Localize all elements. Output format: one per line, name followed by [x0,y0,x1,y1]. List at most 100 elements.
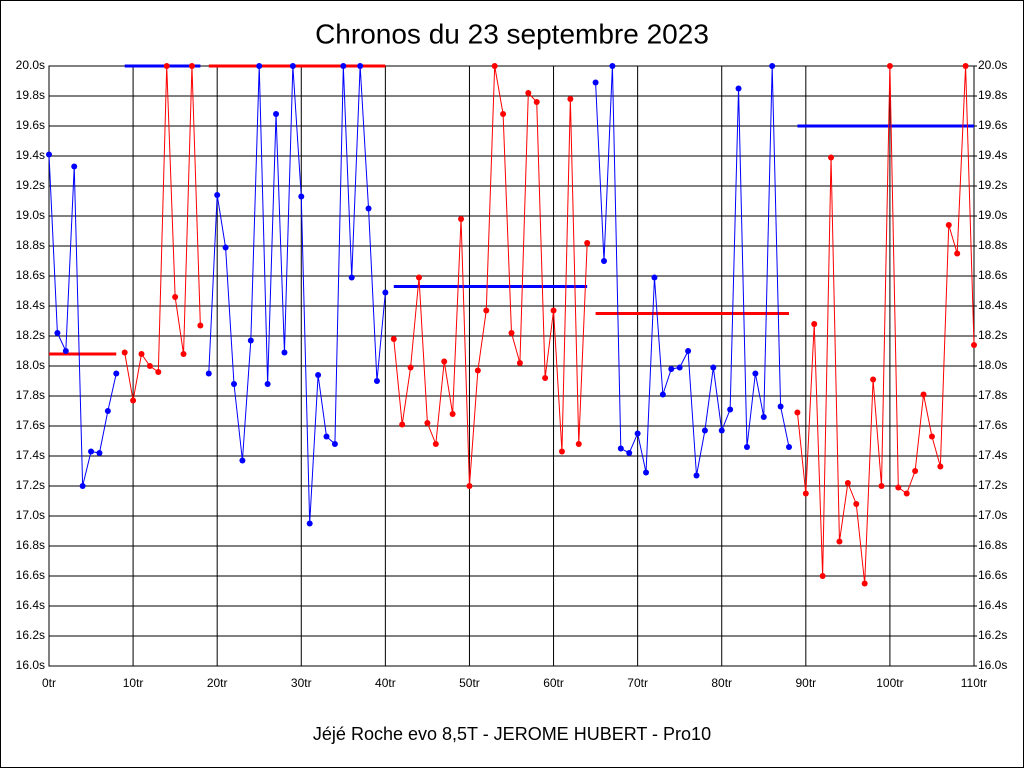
data-point [954,250,961,257]
data-point [466,483,473,489]
y-tick-label: 18.6s [16,268,45,282]
data-point [794,409,801,416]
data-point [567,96,574,102]
data-point [432,441,439,447]
data-point [928,433,935,440]
data-point [718,427,725,434]
y2-tick-label: 19.0s [978,208,1007,222]
y-tick-label: 17.8s [16,388,45,402]
data-point [760,414,767,420]
y2-tick-label: 18.4s [978,298,1007,312]
plot-border [48,65,975,667]
y-tick-label: 16.0s [16,658,45,672]
data-point [264,381,271,387]
data-point [651,274,658,281]
data-point [819,573,826,579]
y2-tick-label: 16.2s [978,628,1007,642]
data-point [861,580,868,587]
y2-tick-label: 18.0s [978,358,1007,372]
data-point [828,154,835,161]
y-tick-label: 19.8s [16,88,45,102]
y-tick-label: 19.0s [16,208,45,222]
data-point [458,216,465,222]
data-point [62,348,69,354]
data-point [643,469,650,476]
data-point [390,336,397,342]
data-point [727,406,734,413]
data-point [525,90,532,96]
data-point [945,222,952,228]
data-point [777,403,784,410]
data-point [558,448,565,455]
y-tick-label: 16.6s [16,568,45,582]
data-point [104,408,111,414]
x-tick-label: 70tr [627,676,648,690]
series-line [796,65,975,584]
x-tick-label: 20tr [207,676,228,690]
data-point [441,358,448,365]
data-point [601,258,607,264]
data-point [289,63,296,69]
data-point [256,63,263,69]
data-point [870,376,877,383]
y2-tick-label: 16.4s [978,598,1007,612]
series-line [393,65,588,487]
y2-tick-label: 19.2s [978,178,1007,192]
data-point [516,360,523,366]
y-tick-label: 17.2s [16,478,45,492]
data-point [668,366,675,372]
data-point [113,370,120,377]
y-tick-label: 17.4s [16,448,45,462]
data-point [609,63,616,69]
y-tick-label: 19.2s [16,178,45,192]
y2-tick-label: 17.0s [978,508,1007,522]
data-point [735,85,742,92]
series-line [124,65,201,401]
data-point [449,411,456,417]
data-point [88,448,95,455]
data-point [542,375,549,381]
data-point [331,441,338,447]
data-point [163,63,170,69]
data-point [306,520,313,527]
y2-tick-label: 19.6s [978,118,1007,132]
y-tick-label: 18.4s [16,298,45,312]
data-point [54,330,61,336]
data-point [180,351,187,357]
x-tick-label: 90tr [795,676,816,690]
data-point [96,450,103,456]
data-point [617,445,624,452]
data-point [323,433,330,440]
data-point [886,63,893,69]
y2-tick-label: 17.2s [978,478,1007,492]
data-point [710,364,717,371]
data-point [878,483,885,489]
data-point [853,501,860,507]
data-point [231,381,237,387]
data-point [844,480,851,486]
data-point [155,369,162,375]
data-point [483,307,490,314]
data-point [197,322,204,329]
data-point [676,364,683,371]
data-point [79,483,86,489]
data-point [138,351,145,357]
data-point [701,427,708,434]
x-tick-label: 0tr [42,676,56,690]
data-point [205,370,212,377]
data-point [811,321,818,327]
data-point [407,364,414,371]
y-tick-label: 19.4s [16,148,45,162]
data-point [550,307,557,314]
data-point [348,274,355,281]
data-point [214,192,221,198]
y2-tick-label: 16.8s [978,538,1007,552]
y2-tick-label: 18.8s [978,238,1007,252]
y-tick-label: 16.2s [16,628,45,642]
data-point [298,193,305,200]
y2-tick-label: 17.6s [978,418,1007,432]
data-point [71,163,78,170]
x-tick-label: 40tr [375,676,396,690]
y-tick-label: 17.6s [16,418,45,432]
